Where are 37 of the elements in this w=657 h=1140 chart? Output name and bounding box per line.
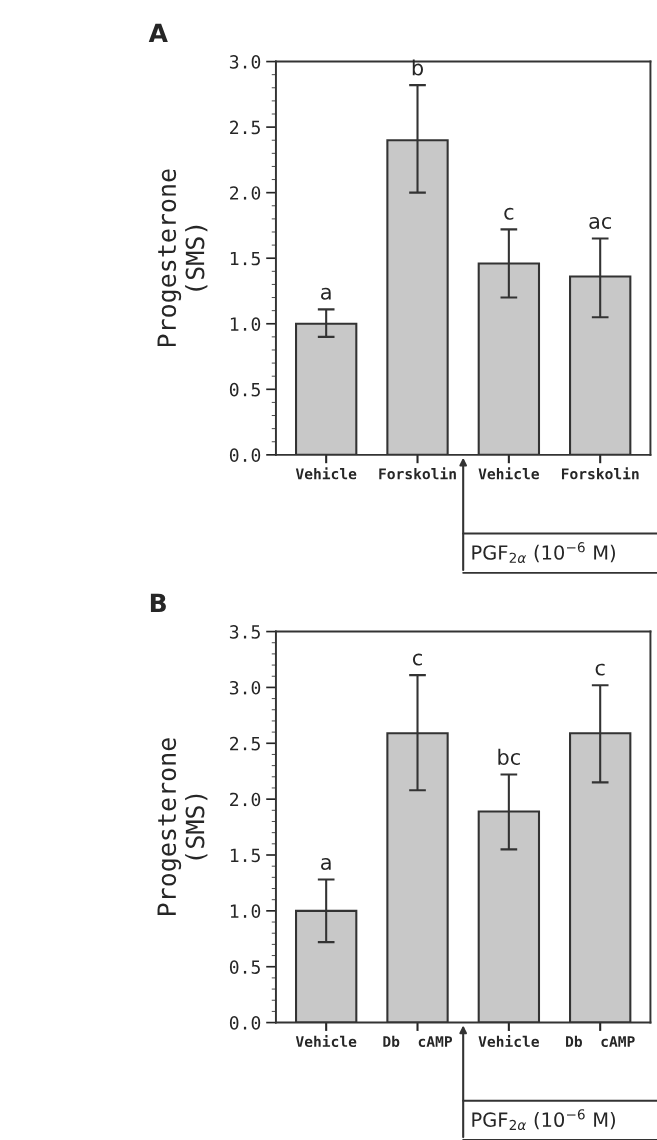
annotation: a (321, 858, 331, 870)
annotation: ac (589, 216, 612, 229)
annotation: c (595, 663, 605, 676)
y-tick-label: 0.5 (229, 382, 260, 397)
x-tick-label: Vehicle (295, 467, 357, 480)
y-axis-title: Progesterone (SMS) (157, 169, 208, 347)
y-tick-label: 2.5 (230, 120, 260, 135)
x-tick-label: Forskolin (561, 467, 639, 480)
annotation: bc (498, 748, 520, 765)
y-tick-label: 2.5 (230, 736, 260, 751)
annotation: c (412, 653, 422, 666)
annotation: c (504, 207, 514, 220)
y-tick-label: 0.0 (229, 448, 261, 463)
y-tick-label: 1.5 (230, 251, 260, 266)
y-tick-label: 1.0 (230, 904, 261, 919)
x-tick-label: Vehicle (478, 1035, 539, 1048)
chart-title: B (150, 593, 166, 613)
y-tick-label: 3.0 (229, 55, 261, 69)
annotation: a (321, 287, 331, 300)
y-tick-label: 0.0 (229, 1016, 261, 1030)
x-tick-label: Vehicle (295, 1035, 357, 1048)
y-tick-label: 2.0 (230, 186, 261, 200)
x-tick-label: Vehicle (478, 467, 539, 480)
y-tick-label: 2.0 (230, 792, 261, 807)
y-tick-label: 3.5 (229, 625, 260, 639)
text: PGF$_{2α}$ (10$^{−6}$ M) (472, 542, 615, 563)
x-tick-label: Forskolin (379, 467, 456, 480)
y-tick-label: 0.5 (229, 960, 260, 974)
y-axis-title: Progesterone (SMS) (157, 738, 208, 915)
x-tick-label: Db cAMP (566, 1035, 635, 1048)
text: PGF$_{2α}$ (10$^{−6}$ M) (472, 1109, 615, 1131)
chart-title: A (148, 23, 168, 42)
y-tick-label: 3.0 (229, 680, 261, 695)
y-tick-label: 1.5 (230, 848, 260, 863)
x-tick-label: Db cAMP (383, 1035, 453, 1048)
annotation: b (412, 59, 423, 76)
y-tick-label: 1.0 (230, 317, 261, 331)
